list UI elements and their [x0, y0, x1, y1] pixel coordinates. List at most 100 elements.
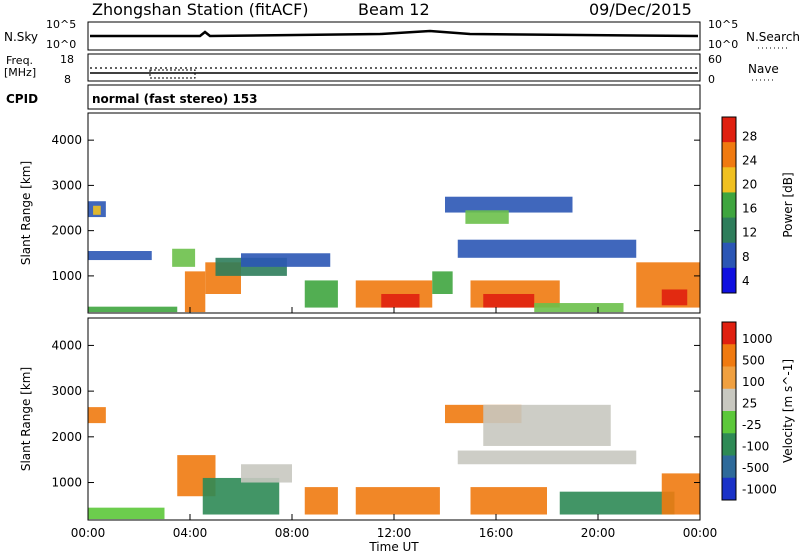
freq-left-tick-top: 18	[60, 53, 74, 66]
cpid-value: normal (fast stereo) 153	[92, 92, 258, 106]
freq-left-tick-bottom: 8	[64, 73, 71, 86]
velocity-ytick-label: 3000	[51, 384, 82, 398]
power-colorbar-swatch	[722, 117, 736, 143]
x-tick-label: 08:00	[275, 526, 310, 540]
velocity-ytick-label: 2000	[51, 430, 82, 444]
power-colorbar-tick: 8	[742, 250, 750, 264]
velocity-ytick-label: 4000	[51, 338, 82, 352]
velocity-colorbar-swatch	[722, 477, 736, 501]
velocity-ylabel: Slant Range [km]	[19, 367, 33, 471]
noise-right-tick-bottom: 10^0	[708, 38, 739, 51]
velocity-cell	[483, 404, 611, 446]
x-tick-label: 00:00	[683, 526, 718, 540]
velocity-ytick-label: 1000	[51, 476, 82, 490]
power-cell	[465, 210, 509, 224]
power-cell	[661, 289, 688, 306]
x-tick-label: 16:00	[479, 526, 514, 540]
x-tick-label: 04:00	[173, 526, 208, 540]
velocity-cell	[470, 487, 547, 515]
velocity-colorbar-tick: 1000	[742, 332, 773, 346]
power-cell	[241, 253, 331, 267]
velocity-colorbar-swatch	[722, 366, 736, 390]
freq-panel-frame	[87, 53, 701, 82]
power-cell	[457, 239, 637, 258]
power-cell	[432, 271, 453, 294]
x-tick-label: 00:00	[71, 526, 106, 540]
power-colorbar-tick: 24	[742, 153, 757, 167]
velocity-colorbar-tick: -25	[742, 418, 762, 432]
x-tick-label: 12:00	[377, 526, 412, 540]
power-cell	[172, 248, 196, 267]
velocity-colorbar-tick: -500	[742, 461, 769, 475]
date-label: 09/Dec/2015	[589, 0, 692, 19]
power-cell	[93, 205, 101, 215]
power-cell	[88, 251, 152, 261]
power-colorbar-tick: 20	[742, 178, 757, 192]
nave-label: Nave	[748, 62, 779, 76]
power-colorbar-swatch	[722, 267, 736, 294]
velocity-colorbar-swatch	[722, 344, 736, 367]
velocity-cell	[241, 464, 292, 483]
power-colorbar-swatch	[722, 192, 736, 219]
station-title: Zhongshan Station (fitACF)	[92, 0, 309, 19]
power-colorbar-swatch	[722, 242, 736, 269]
power-cell	[381, 293, 420, 308]
x-axis: 00:00 04:00 08:00 12:00 16:00 20:00 00:00 Time …	[71, 307, 718, 554]
noise-panel-frame	[87, 21, 701, 51]
x-tick-label: 20:00	[581, 526, 616, 540]
power-colorbar-swatch	[722, 217, 736, 244]
power-ytick-label: 2000	[51, 224, 82, 238]
power-ylabel: Slant Range [km]	[19, 161, 33, 265]
velocity-colorbar-swatch	[722, 433, 736, 456]
noise-sky-trace	[90, 29, 699, 38]
velocity-colorbar-swatch	[722, 411, 736, 434]
power-ytick-label: 4000	[51, 133, 82, 147]
velocity-colorbar-tick: 100	[742, 375, 765, 389]
velocity-cell	[559, 491, 675, 515]
velocity-colorbar-label: Velocity [m s^-1]	[781, 359, 795, 463]
velocity-colorbar-frame	[721, 321, 737, 501]
freq-label-line1: Freq.	[6, 54, 34, 67]
velocity-colorbar-tick: 25	[742, 396, 757, 410]
velocity-panel: 1000 2000 3000 4000 Slant Range [km] 1000 500 1…	[19, 317, 795, 521]
beam-label: Beam 12	[358, 0, 430, 19]
velocity-cell	[88, 407, 106, 424]
x-axis-label: Time UT	[368, 540, 419, 554]
velocity-cell	[661, 473, 700, 515]
cpid-label: CPID	[6, 92, 39, 106]
velocity-colorbar-swatch	[722, 388, 736, 412]
velocity-colorbar-swatch	[722, 322, 736, 345]
power-ytick-label: 1000	[51, 269, 82, 283]
power-colorbar-tick: 16	[742, 202, 757, 216]
power-colorbar-tick: 4	[742, 274, 750, 288]
power-cell	[483, 293, 535, 308]
velocity-colorbar-swatch	[722, 455, 736, 479]
velocity-cell	[457, 450, 637, 465]
power-cell	[304, 280, 338, 308]
power-panel: 1000 2000 3000 4000 Slant Range [km] 28 24 20 16…	[19, 112, 795, 314]
power-colorbar-label: Power [dB]	[781, 172, 795, 237]
power-cell	[184, 271, 206, 313]
freq-dip-marker	[149, 69, 196, 79]
nave-right-tick-top: 60	[708, 53, 722, 66]
velocity-cell	[355, 487, 440, 515]
velocity-colorbar-tick: 500	[742, 354, 765, 368]
velocity-colorbar-tick: -100	[742, 439, 769, 453]
power-cell	[88, 306, 178, 313]
velocity-cell	[88, 507, 165, 520]
velocity-cell	[202, 477, 280, 515]
power-colorbar-swatch	[722, 167, 736, 193]
noise-right-label: N.Search	[746, 30, 800, 44]
power-ytick-label: 3000	[51, 178, 82, 192]
cpid-panel-frame	[87, 84, 701, 110]
power-cell	[534, 303, 624, 313]
power-colorbar-tick: 28	[742, 129, 757, 143]
noise-left-label: N.Sky	[4, 30, 39, 44]
noise-left-tick-top: 10^5	[46, 18, 77, 31]
power-colorbar-tick: 12	[742, 226, 757, 240]
power-colorbar-swatch	[722, 142, 736, 168]
freq-label-line2: [MHz]	[4, 66, 37, 79]
noise-right-tick-top: 10^5	[708, 18, 739, 31]
power-colorbar-frame	[721, 116, 737, 294]
